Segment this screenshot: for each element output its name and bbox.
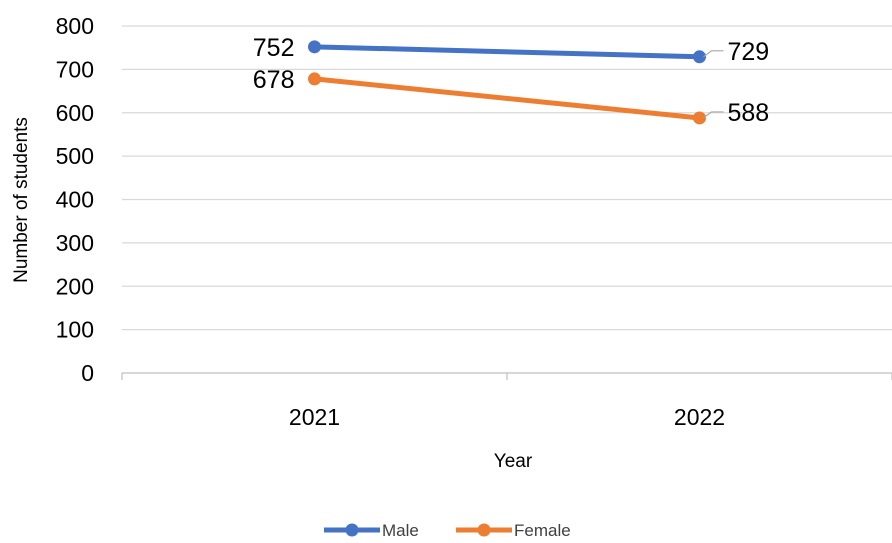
series-female (308, 72, 706, 125)
legend-swatch-marker (477, 523, 491, 537)
series-line-female (312, 76, 702, 121)
axes: 0 100 200 300 400 500 600 700 800 2021 2022 (56, 13, 892, 430)
data-label-male-2021: 752 (253, 34, 295, 62)
data-point-male-2022 (693, 50, 706, 64)
legend-item-female: Female (456, 521, 571, 540)
series-line-male (312, 44, 702, 60)
data-point-male-2021 (308, 40, 321, 54)
y-tick-label: 800 (56, 13, 94, 39)
series-male (308, 40, 706, 64)
y-tick-label: 500 (56, 143, 94, 169)
x-tick-label-2021: 2021 (289, 404, 340, 430)
legend-item-male: Male (324, 521, 419, 540)
y-tick-label: 400 (56, 187, 94, 213)
y-tick-label: 300 (56, 230, 94, 256)
y-tick-label: 0 (81, 360, 94, 386)
legend: Male Female (324, 521, 571, 540)
data-point-female-2021 (308, 72, 321, 86)
data-label-leader (703, 111, 724, 119)
data-labels: 752 729 678 588 (253, 34, 769, 127)
x-tick-label-2022: 2022 (674, 404, 725, 430)
x-axis-title: Year (494, 451, 533, 472)
y-tick-label: 200 (56, 273, 94, 299)
legend-label: Female (514, 521, 571, 540)
data-point-female-2022 (693, 111, 706, 125)
data-label-leader (703, 50, 724, 58)
data-label-female-2021: 678 (253, 66, 295, 94)
data-label-female-2022: 588 (728, 99, 770, 127)
y-tick-label: 600 (56, 100, 94, 126)
y-tick-label: 700 (56, 56, 94, 82)
y-axis-title: Number of students (11, 117, 32, 283)
series-layer (308, 40, 706, 125)
y-tick-label: 100 (56, 317, 94, 343)
legend-label: Male (382, 521, 419, 540)
data-label-male-2022: 729 (728, 38, 770, 66)
legend-swatch-marker (345, 523, 359, 537)
gridlines (122, 25, 892, 331)
